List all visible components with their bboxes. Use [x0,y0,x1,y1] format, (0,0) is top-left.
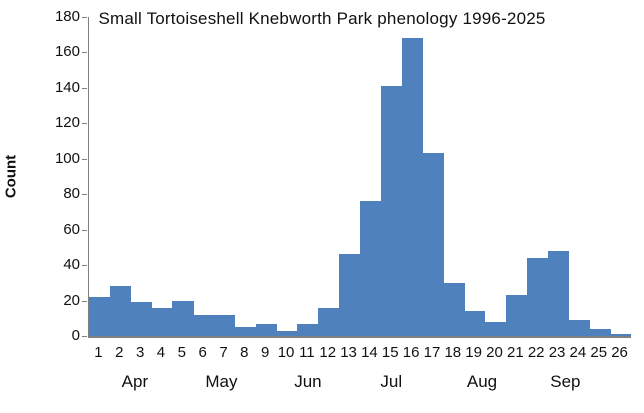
x-month-label-jun: Jun [294,372,322,391]
bar-week-8 [234,327,257,336]
bar-week-18 [443,282,465,336]
x-tick-label-week-22: 22 [527,344,545,361]
x-tick-label-week-25: 25 [590,344,608,361]
y-tick-mark [82,336,87,337]
bar-week-15 [380,86,403,336]
bar-week-14 [360,201,382,336]
x-tick-label-week-12: 12 [319,344,337,361]
x-month-label-apr: Apr [121,372,149,391]
x-tick-label-week-20: 20 [486,344,503,361]
y-tick-label: 140 [54,78,80,96]
y-tick-label: 80 [63,185,80,203]
bar-week-25 [589,328,611,336]
y-tick-label: 20 [63,291,80,309]
y-tick-mark [82,52,87,54]
chart-title: Small Tortoiseshell Knebworth Park pheno… [98,9,546,28]
y-tick-mark [82,17,87,18]
y-tick-label: 40 [63,256,80,274]
bar-week-4 [151,307,173,336]
x-tick-label-week-8: 8 [240,344,249,361]
x-tick-label-week-18: 18 [444,344,462,361]
bar-week-26 [610,334,632,336]
y-tick-label: 120 [54,114,80,132]
x-tick-label-week-24: 24 [569,344,587,361]
x-tick-label-week-5: 5 [177,344,186,361]
bar-week-5 [172,300,194,336]
x-tick-label-week-15: 15 [381,344,399,361]
bar-week-3 [130,302,152,336]
bar-week-11 [297,323,319,336]
y-tick-mark [82,158,87,160]
x-tick-label-week-17: 17 [423,344,441,361]
bar-week-1 [89,297,111,336]
x-tick-label-week-13: 13 [340,344,357,361]
bar-week-10 [276,330,298,336]
bar-week-13 [339,254,361,336]
x-tick-label-week-21: 21 [507,344,524,361]
x-tick-label-week-4: 4 [156,344,166,361]
x-tick-label-week-26: 26 [611,344,628,361]
x-tick-label-week-23: 23 [548,344,566,361]
y-tick-mark [82,194,87,196]
x-tick-label-week-9: 9 [261,344,270,361]
y-axis-title: Count [2,154,20,199]
y-tick-label: 180 [54,8,80,25]
y-tick-mark [82,265,87,267]
x-tick-label-week-16: 16 [402,344,420,361]
x-tick-label-week-14: 14 [361,344,378,361]
bar-week-6 [193,314,215,336]
y-tick-label: 0 [71,327,80,344]
bar-week-24 [568,320,590,336]
x-tick-label-week-7: 7 [219,344,228,361]
x-tick-label-week-1: 1 [94,344,103,361]
x-tick-label-week-2: 2 [115,344,124,361]
plot-area [88,17,632,338]
x-month-label-may: May [205,372,238,391]
x-tick-label-week-6: 6 [198,344,207,361]
bar-week-7 [214,314,236,336]
x-tick-label-week-11: 11 [299,344,315,361]
y-tick-label: 160 [54,43,80,61]
x-month-label-aug: Aug [466,372,498,391]
x-tick-label-week-19: 19 [465,344,482,361]
x-tick-label-week-3: 3 [135,344,145,361]
bar-week-20 [485,321,507,336]
y-tick-mark [82,87,87,89]
x-tick-label-week-10: 10 [277,344,295,361]
bar-week-23 [547,250,569,336]
bar-week-17 [422,153,444,336]
bar-week-9 [255,323,277,336]
bar-week-22 [526,258,548,336]
y-tick-label: 60 [63,220,80,238]
y-tick-mark [82,300,87,302]
bar-week-12 [318,307,340,336]
bar-week-19 [464,311,486,336]
y-tick-mark [82,123,87,125]
x-month-label-sep: Sep [550,372,581,391]
y-tick-label: 100 [54,149,80,167]
x-month-label-jul: Jul [380,372,403,391]
bar-week-21 [505,295,528,336]
bar-week-2 [109,286,132,336]
bar-week-16 [401,38,423,336]
y-tick-mark [82,229,87,231]
